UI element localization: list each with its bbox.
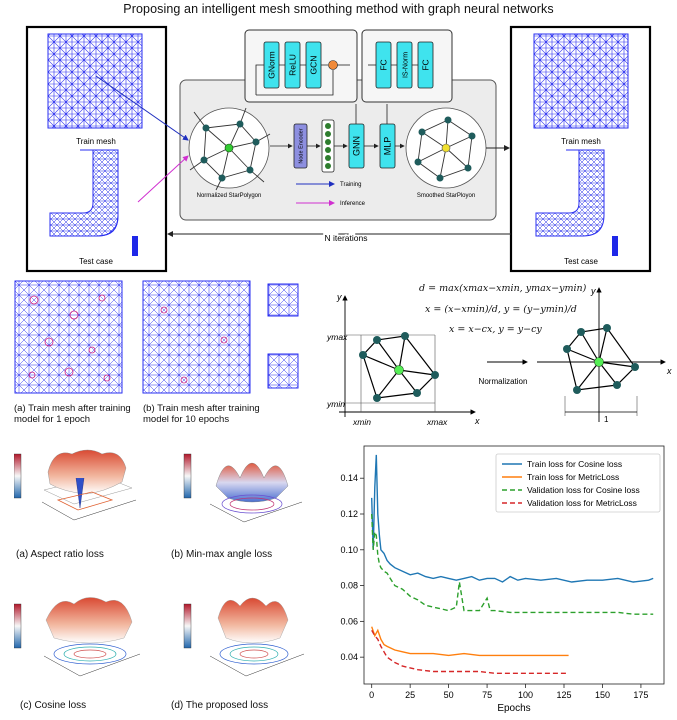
y-tick-label: 0.08 [340,581,358,591]
inference-legend-label: Inference [340,201,366,207]
fc2-label: FC [421,59,431,70]
eq-xy: x = (x−xmin)/d, y = (y−ymin)/d [425,304,577,315]
y-tick-label: 0.04 [340,652,358,662]
right-frame [509,25,652,273]
mesh-zoom-bottom [267,353,299,389]
train-mesh-left [47,33,143,129]
loss-chart: 0 25 50 75 100 125 150 175 0.04 0.06 0.08 0.10 0.12 0… [340,445,665,714]
series-line-1 [371,454,654,583]
x-tick-label: 50 [444,690,454,700]
surface-caption-c: (c) Cosine loss [20,700,87,711]
mesh-caption-a: (a) Train mesh after training model for … [14,403,131,425]
mlp-label: MLP [383,137,393,156]
mesh-caption-b: (b) Train mesh after training model for … [143,403,260,425]
svg-text:N iterations: N iterations [325,233,368,243]
ymax-label: ymax [326,332,348,342]
x-tick-label: 75 [482,690,492,700]
x-tick-label: 175 [633,690,648,700]
y-tick-label: 0.06 [340,616,358,626]
mesh-epoch-1 [14,280,123,394]
chart-plot-frame [363,445,665,685]
surface-caption-d: (d) The proposed loss [171,700,269,711]
surface-proposed [183,597,305,677]
test-case-right [535,149,605,237]
left-x-axis-label: x [474,416,480,426]
node-encoder-label: Node Encoder [299,128,305,163]
left-y-axis-label: y [336,292,342,302]
gnn-label: GNN [352,136,362,156]
train-mesh-results [14,280,299,394]
right-x-axis-label: x [666,366,672,376]
iterations-label: N iterations [325,233,368,243]
normalization-arrow-label: Normalization [479,377,528,386]
surface-min-max-angle [183,453,303,523]
left-train-mesh-label: Train mesh [76,137,116,146]
test-case-left [49,149,119,237]
residual-add-node [328,60,338,70]
eq-d: d = max(xmax−xmin, ymax−ymin) [419,283,587,294]
gnorm-label: GNorm [267,51,277,78]
eq-center: x = x−cx, y = y−cy [449,324,542,335]
left-frame [25,25,168,273]
mesh-epoch-10 [142,280,251,394]
smoothed-label: Smoothed StarPloyon [417,193,475,199]
surface-caption-a: (a) Aspect ratio loss [16,549,104,560]
xmin-label: xmin [352,417,371,427]
right-train-mesh-label: Train mesh [561,137,601,146]
figure-title: Proposing an intelligent mesh smoothing … [123,2,554,16]
train-mesh-right [533,33,629,129]
legend-entry: Validation loss for MetricLoss [527,498,637,508]
legend-entry: Validation loss for Cosine loss [527,485,640,495]
x-tick-label: 125 [556,690,571,700]
unit-length-label: 1 [604,415,609,424]
training-flow-arrow [95,75,189,141]
inference-flow-arrow [137,155,189,203]
xmax-label: xmax [426,417,448,427]
loss-surface-grid [14,449,305,677]
right-y-axis-label: y [590,286,596,296]
x-tick-label: 25 [405,690,415,700]
relu-label: ReLU [288,54,298,76]
surface-cosine [14,597,141,677]
mesh-zoom-top [267,283,299,317]
right-test-case-label: Test case [564,257,598,266]
legend-entry: Train loss for Cosine loss [527,459,622,469]
pipeline-diagram: GNorm ReLU GCN FC IS-Norm FC [25,25,652,273]
normalization-diagram: y x ymax ymin xmin xmax Normalization y … [326,286,672,427]
series-line-2 [371,626,569,657]
x-tick-label: 150 [595,690,610,700]
legend-entry: Train loss for MetricLoss [527,472,619,482]
x-tick-label: 0 [369,690,374,700]
surface-caption-b: (b) Min-max angle loss [171,549,273,560]
y-tick-label: 0.10 [340,545,358,555]
normalized-label: Normalized StarPolygon [197,193,262,199]
y-tick-label: 0.12 [340,509,358,519]
gcn-block-box [244,29,358,103]
left-test-case-label: Test case [79,257,113,266]
chart-xlabel: Epochs [497,703,530,714]
training-legend-label: Training [340,182,361,188]
series-line-3 [371,513,654,615]
chart-legend-box [495,453,661,513]
isnorm-label: IS-Norm [403,52,410,78]
series-line-4 [371,629,569,675]
surface-aspect-ratio [14,449,137,521]
y-tick-label: 0.14 [340,473,358,483]
x-tick-label: 100 [518,690,533,700]
ymin-label: ymin [326,399,345,409]
gcn-label: GCN [309,56,319,75]
fc1-label: FC [379,59,389,70]
